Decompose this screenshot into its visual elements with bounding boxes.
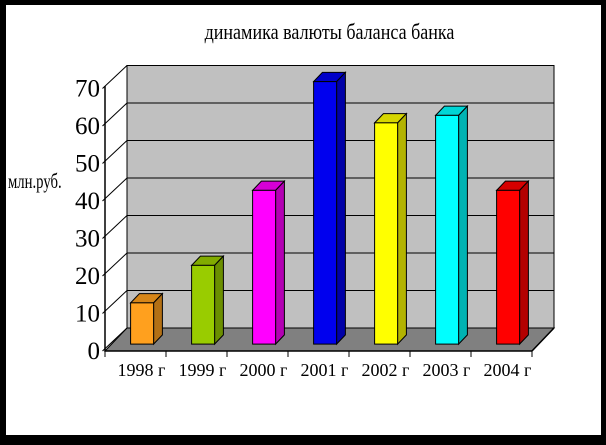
bar-2000 <box>251 179 286 346</box>
bar-1999 <box>190 254 225 346</box>
bar-front-face <box>496 189 521 345</box>
bar-front-face <box>374 122 399 345</box>
x-axis-depth-edge <box>531 327 555 352</box>
bar-side-face <box>397 112 407 346</box>
y-axis-title: млн.руб. <box>8 169 62 193</box>
bar-front-face <box>313 81 338 345</box>
bar-side-face <box>458 104 468 346</box>
y-tick-label: 30 <box>75 226 100 253</box>
y-tick-label: 0 <box>88 338 101 365</box>
y-tick <box>102 140 128 164</box>
x-category-label: 2001 г <box>301 360 349 380</box>
bar-front-face <box>191 264 216 345</box>
bar-2004 <box>495 179 530 346</box>
bar-2001 <box>312 71 347 346</box>
x-category-label: 2004 г <box>484 360 532 380</box>
bar-side-face <box>519 179 529 346</box>
y-tick-label: 70 <box>75 76 100 103</box>
bar-front-face <box>252 189 277 345</box>
bar-front-face <box>130 302 155 345</box>
y-tick-label: 60 <box>75 113 100 140</box>
y-tick <box>102 327 128 352</box>
x-category-label: 1999 г <box>179 360 227 380</box>
y-tick <box>102 102 128 127</box>
y-tick-label: 10 <box>75 301 100 328</box>
x-category-label: 1998 г <box>118 360 166 380</box>
x-category-label: 2002 г <box>362 360 410 380</box>
y-tick-label: 50 <box>75 151 100 178</box>
bar-2002 <box>373 112 408 346</box>
bar-front-face <box>435 114 460 345</box>
bar-side-face <box>275 179 285 346</box>
x-category-label: 2003 г <box>423 360 471 380</box>
y-tick <box>102 177 128 202</box>
y-tick <box>102 290 128 314</box>
bar-1998 <box>129 292 164 346</box>
y-tick <box>102 252 128 277</box>
x-category-label: 2000 г <box>240 360 288 380</box>
chart-title: динамика валюты баланса банка <box>204 19 455 44</box>
bar-2003 <box>434 104 469 346</box>
y-tick-label: 40 <box>75 188 100 215</box>
bar-side-face <box>214 254 224 346</box>
bar-side-face <box>336 71 346 346</box>
bar-side-face <box>153 292 163 346</box>
y-tick-label: 20 <box>75 263 100 290</box>
y-tick <box>102 215 128 239</box>
y-tick <box>102 65 128 89</box>
